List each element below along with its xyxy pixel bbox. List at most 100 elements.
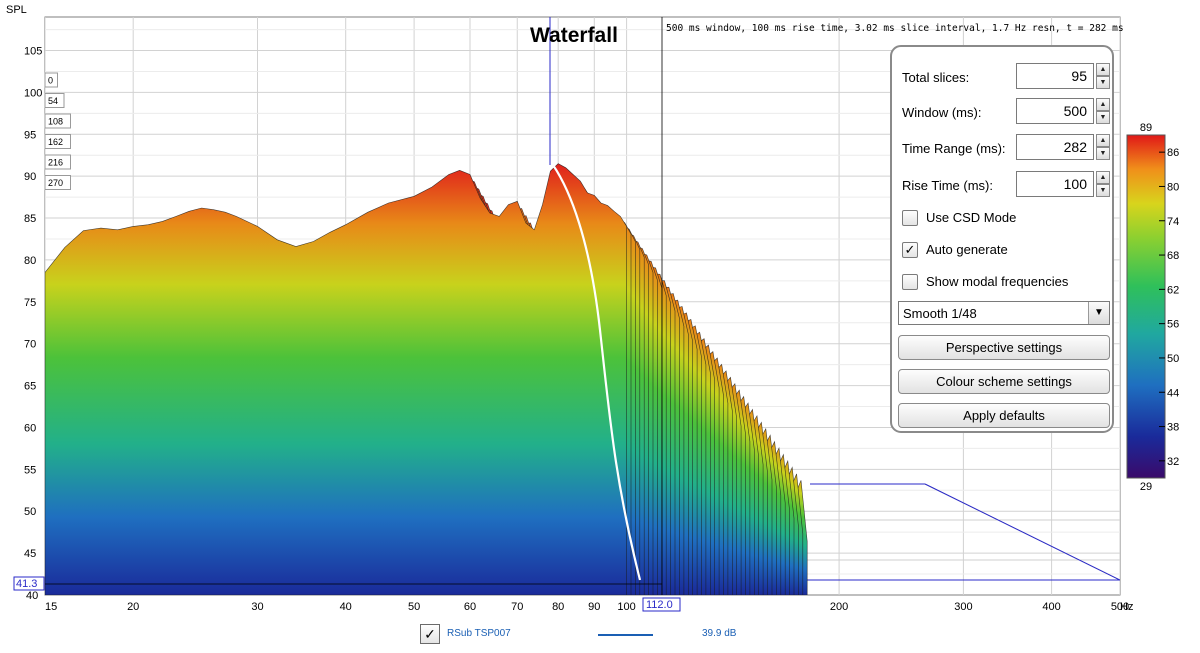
time-label-box — [44, 134, 71, 149]
use-csd-label: Use CSD Mode — [926, 210, 1017, 225]
show-modal-checkbox[interactable] — [902, 274, 918, 290]
y-tick-label: 75 — [24, 297, 36, 309]
use-csd-checkbox[interactable] — [902, 210, 918, 226]
total-slices-up-button[interactable]: ▲ — [1096, 63, 1110, 76]
x-tick-label: 70 — [511, 601, 523, 613]
x-tick-label: 400 — [1042, 601, 1060, 613]
window-spinner: ▲ ▼ — [1016, 98, 1110, 126]
chevron-down-icon[interactable]: ▼ — [1088, 302, 1109, 324]
y-tick-label: 65 — [24, 381, 36, 393]
x-tick-label: 15 — [45, 601, 57, 613]
legend-line-swatch — [598, 634, 653, 636]
time-range-down-button[interactable]: ▼ — [1096, 147, 1110, 160]
rise-time-row: Rise Time (ms): ▲ ▼ — [900, 171, 1110, 199]
y-tick-label: 95 — [24, 129, 36, 141]
window-label: Window (ms): — [902, 105, 982, 120]
rise-time-label: Rise Time (ms): — [902, 178, 993, 193]
x-cursor-box — [642, 597, 681, 612]
colour-scale-tick: 44 — [1167, 387, 1179, 399]
legend-series-name: RSub TSP007 — [447, 628, 511, 639]
x-tick-label: 40 — [340, 601, 352, 613]
y-tick-label: 60 — [24, 422, 36, 434]
window-input[interactable] — [1016, 98, 1094, 124]
auto-generate-row: ✓ Auto generate — [900, 241, 1106, 261]
x-tick-label: 50 — [408, 601, 420, 613]
time-label-box — [44, 113, 71, 129]
smoothing-select[interactable]: Smooth 1/48 ▼ — [898, 301, 1110, 325]
y-cursor-box — [13, 576, 45, 591]
x-axis-ticks: 15 20 30 40 50 60 70 80 90 100 200 300 400 500 — [45, 601, 1129, 613]
time-range-row: Time Range (ms): ▲ ▼ — [900, 134, 1110, 162]
time-label: 216 — [48, 158, 63, 168]
x-unit-label: Hz — [1120, 601, 1133, 613]
colour-scale-tick: 56 — [1167, 319, 1179, 331]
total-slices-spinner: ▲ ▼ — [1016, 63, 1110, 91]
colour-scale-tick: 62 — [1167, 284, 1179, 296]
time-range-up-button[interactable]: ▲ — [1096, 134, 1110, 147]
total-slices-row: Total slices: ▲ ▼ — [900, 63, 1110, 91]
time-range-label: Time Range (ms): — [902, 141, 1006, 156]
colour-scale-tick: 74 — [1167, 216, 1179, 228]
x-tick-label: 300 — [954, 601, 972, 613]
legend: ✓ RSub TSP007 39.9 dB — [420, 624, 780, 646]
use-csd-row: Use CSD Mode — [900, 209, 1106, 229]
y-cursor-label: 41.3 — [16, 578, 37, 590]
window-up-button[interactable]: ▲ — [1096, 98, 1110, 111]
x-tick-label: 100 — [617, 601, 635, 613]
x-tick-label: 60 — [464, 601, 476, 613]
time-label: 162 — [48, 137, 63, 147]
time-label: 270 — [48, 178, 63, 188]
time-label: 108 — [48, 117, 63, 127]
x-tick-label: 500 — [1111, 601, 1129, 613]
waterfall-surface — [45, 163, 808, 595]
y-tick-label: 40 — [26, 590, 38, 602]
x-tick-label: 80 — [552, 601, 564, 613]
smoothing-value: Smooth 1/48 — [903, 306, 977, 321]
y-tick-label: 70 — [24, 339, 36, 351]
colour-scale-tick: 38 — [1167, 422, 1179, 434]
y-tick-label: 80 — [24, 255, 36, 267]
y-tick-label: 55 — [24, 464, 36, 476]
rise-time-up-button[interactable]: ▲ — [1096, 171, 1110, 184]
show-modal-label: Show modal frequencies — [926, 274, 1069, 289]
rise-time-down-button[interactable]: ▼ — [1096, 184, 1110, 197]
y-tick-label: 90 — [24, 171, 36, 183]
time-label-box — [44, 154, 71, 170]
time-range-input[interactable] — [1016, 134, 1094, 160]
auto-generate-label: Auto generate — [926, 242, 1008, 257]
y-tick-label: 105 — [24, 46, 42, 58]
x-tick-label: 20 — [127, 601, 139, 613]
window-down-button[interactable]: ▼ — [1096, 111, 1110, 124]
time-label-box — [44, 93, 65, 108]
y-tick-label: 100 — [24, 87, 42, 99]
colour-scale-max: 89 — [1140, 122, 1152, 134]
total-slices-input[interactable] — [1016, 63, 1094, 89]
time-label: 54 — [48, 96, 58, 106]
y-tick-label: 45 — [24, 548, 36, 560]
auto-generate-checkbox[interactable]: ✓ — [902, 242, 918, 258]
x-tick-label: 90 — [588, 601, 600, 613]
time-labels: 0 54 108 162 216 270 — [44, 72, 71, 190]
info-line: 500 ms window, 100 ms rise time, 3.02 ms… — [666, 23, 1124, 34]
y-tick-label: 50 — [24, 506, 36, 518]
rise-time-input[interactable] — [1016, 171, 1094, 197]
time-range-spinner: ▲ ▼ — [1016, 134, 1110, 162]
total-slices-down-button[interactable]: ▼ — [1096, 76, 1110, 89]
rise-time-spinner: ▲ ▼ — [1016, 171, 1110, 199]
y-tick-label: 85 — [24, 213, 36, 225]
colour-scale-tick: 86 — [1167, 147, 1179, 159]
y-axis-ticks: 45 50 55 60 65 70 75 80 85 90 95 100 105 40 — [24, 46, 42, 602]
time-label: 0 — [48, 76, 53, 86]
show-modal-row: Show modal frequencies — [900, 273, 1106, 293]
colour-scale-min: 29 — [1140, 481, 1152, 493]
x-tick-label: 200 — [830, 601, 848, 613]
perspective-settings-button[interactable]: Perspective settings — [898, 335, 1110, 360]
colour-scheme-settings-button[interactable]: Colour scheme settings — [898, 369, 1110, 394]
x-tick-label: 30 — [251, 601, 263, 613]
apply-defaults-button[interactable]: Apply defaults — [898, 403, 1110, 428]
legend-checkbox[interactable]: ✓ — [420, 624, 440, 644]
colour-scale-tick: 80 — [1167, 181, 1179, 193]
waterfall-controls-panel: Total slices: ▲ ▼ Window (ms): ▲ ▼ Time … — [890, 45, 1114, 433]
legend-value: 39.9 dB — [702, 628, 737, 639]
